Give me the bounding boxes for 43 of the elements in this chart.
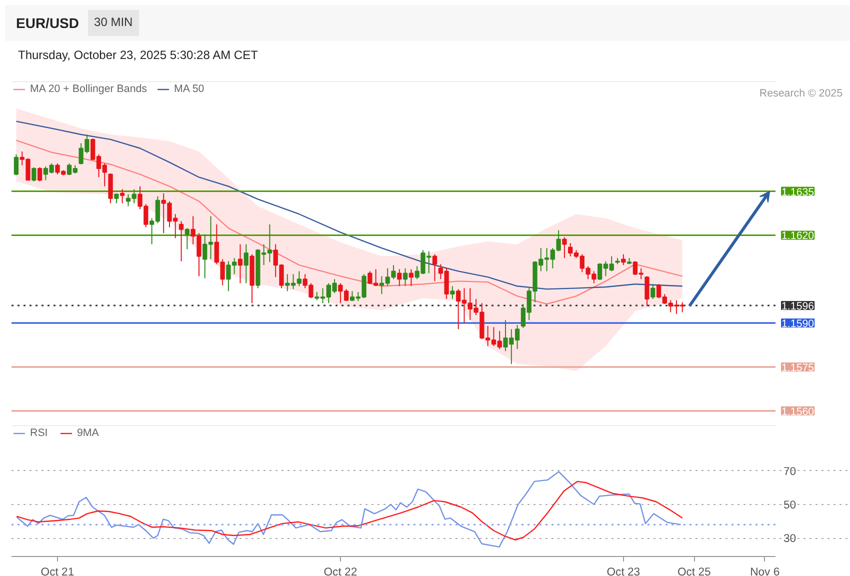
candlestick xyxy=(450,286,455,300)
legend-label: RSI xyxy=(30,427,49,439)
candlestick xyxy=(32,166,36,182)
text: Thursday, October 23, 2025 5:30:28 AM CET xyxy=(18,47,259,64)
chart-title: EUR/USD xyxy=(16,14,80,33)
y-tick-label: 1.1575 xyxy=(782,362,814,374)
candlestick xyxy=(238,244,243,284)
x-tick-label: Oct 22 xyxy=(324,566,358,576)
y-tick-label: 1.1560 xyxy=(782,406,814,418)
annotation: Research © 2025 xyxy=(759,88,843,100)
y-tick-label: 50 xyxy=(784,499,796,512)
candlestick xyxy=(432,254,438,282)
y-tick-label: 30 xyxy=(784,533,796,546)
candlestick xyxy=(14,154,19,176)
candlestick xyxy=(184,228,190,250)
y-tick-label: 1.1635 xyxy=(782,186,814,198)
candlestick xyxy=(644,276,650,307)
text: Oct 25 xyxy=(677,566,711,576)
candlestick xyxy=(402,268,408,287)
candlestick xyxy=(244,244,248,284)
candlestick xyxy=(178,220,184,262)
candlestick xyxy=(621,254,626,266)
candlestick xyxy=(120,188,125,204)
legend-label: MA 50 xyxy=(174,83,204,95)
legend-label: MA 20 + Bollinger Bands xyxy=(30,83,147,95)
x-tick-label: Oct 21 xyxy=(40,566,74,576)
candlestick xyxy=(408,268,414,287)
chart-subtitle: 30 MIN xyxy=(88,10,139,36)
y-tick-label: 1.1596 xyxy=(782,300,814,312)
line-series xyxy=(16,471,682,548)
line-series xyxy=(16,480,683,540)
line-series xyxy=(16,140,683,305)
y-tick-label: 1.1620 xyxy=(782,230,814,242)
y-tick-label: 1.1590 xyxy=(782,318,814,330)
candlestick xyxy=(562,236,567,259)
line-series xyxy=(16,120,683,290)
y-tick-label: 70 xyxy=(784,466,796,478)
x-tick-label: Oct 23 xyxy=(606,566,640,576)
candlestick xyxy=(650,284,656,300)
text: Nov 6 xyxy=(750,566,780,576)
candlestick xyxy=(37,166,42,182)
candlestick xyxy=(397,268,402,287)
legend-label: 9MA xyxy=(77,427,99,439)
